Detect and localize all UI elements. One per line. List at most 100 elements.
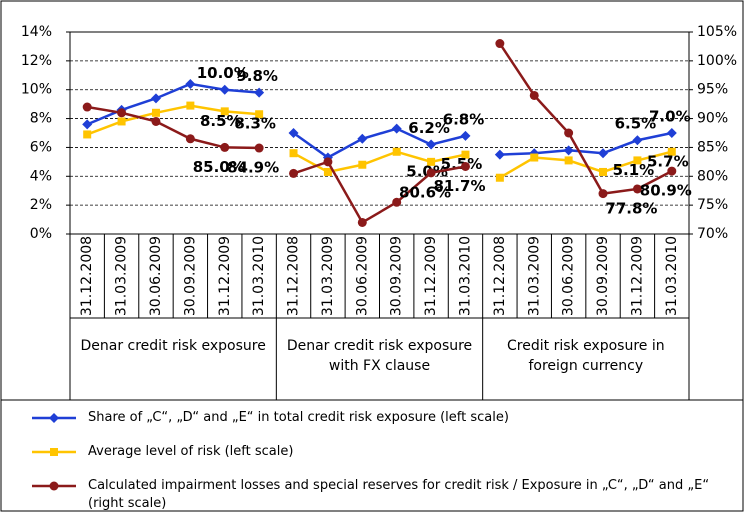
point bbox=[426, 139, 437, 150]
point bbox=[83, 130, 92, 139]
x-tick-label: 30.06.2009 bbox=[561, 236, 577, 316]
y2-tick-label: 85% bbox=[697, 139, 728, 155]
point bbox=[495, 173, 504, 182]
value-label: 8.5% bbox=[200, 112, 242, 130]
point bbox=[460, 130, 471, 141]
point bbox=[460, 161, 470, 171]
legend-label: Average level of risk (left scale) bbox=[88, 444, 294, 459]
y-tick-label: 10% bbox=[21, 82, 52, 98]
y-tick-label: 2% bbox=[30, 197, 52, 213]
point bbox=[186, 101, 195, 110]
legend-marker bbox=[50, 448, 58, 456]
point bbox=[667, 166, 677, 176]
point bbox=[150, 93, 161, 104]
point bbox=[495, 39, 505, 49]
point bbox=[358, 160, 367, 169]
legend-swatch bbox=[32, 413, 76, 423]
point bbox=[426, 168, 436, 178]
series-line bbox=[499, 131, 673, 156]
point bbox=[289, 168, 299, 178]
point bbox=[289, 149, 298, 158]
group-label: Denar credit risk exposure bbox=[80, 338, 266, 354]
point bbox=[599, 167, 608, 176]
point bbox=[529, 90, 539, 100]
x-tick-label: 31.03.2009 bbox=[114, 236, 130, 316]
legend-swatch bbox=[32, 448, 76, 456]
x-tick-label: 31.12.2009 bbox=[217, 236, 233, 316]
x-tick-label: 31.03.2009 bbox=[320, 236, 336, 316]
y2-tick-label: 90% bbox=[697, 111, 728, 127]
x-tick-label: 30.09.2009 bbox=[389, 236, 405, 316]
point bbox=[598, 148, 609, 159]
point bbox=[632, 135, 643, 146]
y-tick-label: 6% bbox=[30, 139, 52, 155]
x-tick-label: 31.03.2010 bbox=[251, 236, 267, 316]
x-tick-label: 31.12.2009 bbox=[629, 236, 645, 316]
value-label: 6.8% bbox=[443, 110, 485, 128]
point bbox=[255, 110, 264, 119]
x-tick-label: 30.09.2009 bbox=[595, 236, 611, 316]
legend-swatch bbox=[32, 481, 76, 491]
x-tick-label: 30.09.2009 bbox=[182, 236, 198, 316]
series-line bbox=[292, 127, 466, 160]
y-tick-label: 14% bbox=[21, 24, 52, 40]
point bbox=[494, 149, 505, 160]
value-label: 77.8% bbox=[605, 199, 657, 217]
series-line bbox=[86, 104, 260, 136]
x-tick-label: 31.03.2010 bbox=[664, 236, 680, 316]
point bbox=[323, 167, 332, 176]
legend-label: Calculated impairment losses and special… bbox=[88, 478, 710, 511]
point bbox=[288, 128, 299, 138]
point bbox=[564, 128, 574, 138]
point bbox=[117, 117, 126, 126]
point bbox=[254, 87, 265, 98]
point bbox=[633, 156, 642, 165]
series-line bbox=[498, 42, 673, 195]
value-label: 84.9% bbox=[227, 159, 279, 177]
point bbox=[185, 134, 195, 144]
point bbox=[564, 156, 573, 165]
legend-item: Calculated impairment losses and special… bbox=[30, 477, 730, 513]
value-label: 9.8% bbox=[236, 67, 278, 85]
legend-item: Share of „C“, „D“ and „E“ in total credi… bbox=[30, 409, 730, 427]
point bbox=[461, 150, 470, 159]
value-label: 81.7% bbox=[433, 177, 485, 195]
point bbox=[391, 123, 402, 134]
value-label: 6.5% bbox=[615, 115, 657, 133]
point bbox=[530, 153, 539, 162]
value-label: 5.7% bbox=[647, 152, 689, 170]
point bbox=[219, 84, 230, 95]
y2-tick-label: 105% bbox=[697, 24, 737, 40]
point bbox=[427, 157, 436, 166]
x-tick-label: 30.06.2009 bbox=[148, 236, 164, 316]
y-tick-label: 4% bbox=[30, 168, 52, 184]
series-line bbox=[293, 160, 466, 225]
group-label: Credit risk exposure in foreign currency bbox=[507, 338, 665, 374]
x-tick-label: 31.12.2008 bbox=[79, 236, 95, 316]
x-tick-label: 30.06.2009 bbox=[354, 236, 370, 316]
point bbox=[563, 145, 574, 156]
legend-label: Share of „C“, „D“ and „E“ in total credi… bbox=[88, 410, 509, 425]
value-label: 6.2% bbox=[408, 119, 450, 137]
legend-marker bbox=[49, 413, 59, 423]
point bbox=[151, 116, 161, 126]
y-tick-label: 8% bbox=[30, 111, 52, 127]
value-label: 80.6% bbox=[399, 183, 451, 201]
point bbox=[666, 128, 677, 138]
y2-tick-label: 75% bbox=[697, 197, 728, 213]
point bbox=[117, 108, 127, 118]
series-line bbox=[292, 150, 466, 174]
x-tick-label: 31.03.2009 bbox=[526, 236, 542, 316]
x-tick-label: 31.12.2008 bbox=[286, 236, 302, 316]
value-label: 10.0% bbox=[197, 64, 249, 82]
value-label: 80.9% bbox=[640, 182, 692, 200]
y2-tick-label: 100% bbox=[697, 53, 737, 69]
value-label: 5.1% bbox=[613, 161, 655, 179]
point bbox=[82, 119, 93, 130]
point bbox=[323, 157, 333, 167]
point bbox=[185, 78, 196, 89]
point bbox=[667, 147, 676, 156]
point bbox=[392, 197, 402, 207]
